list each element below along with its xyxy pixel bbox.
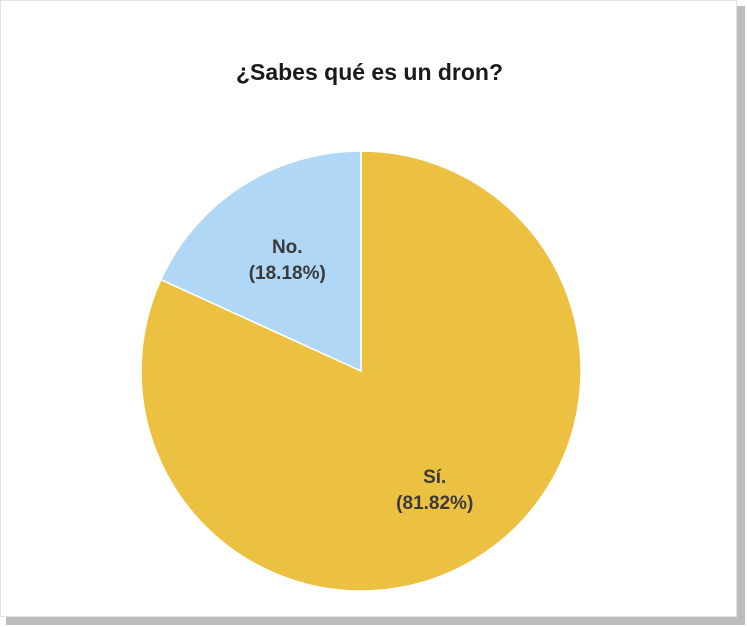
slice-percent-label-0: (81.82%) [396, 493, 473, 514]
slice-label-0: Sí. [423, 467, 446, 488]
slice-percent-label-1: (18.18%) [249, 263, 326, 284]
panel-shadow-bottom [6, 617, 745, 625]
panel-shadow-right [737, 6, 745, 623]
pie-slice-1 [159, 150, 362, 373]
chart-title: ¿Sabes qué es un dron? [235, 59, 504, 85]
pie-chart: Sí. (81.82%) No. (18.18%) [140, 150, 582, 592]
chart-panel: ¿Sabes qué es un dron? Sí. (81.82%) No. (18… [0, 0, 737, 617]
slice-label-1: No. [272, 237, 303, 258]
